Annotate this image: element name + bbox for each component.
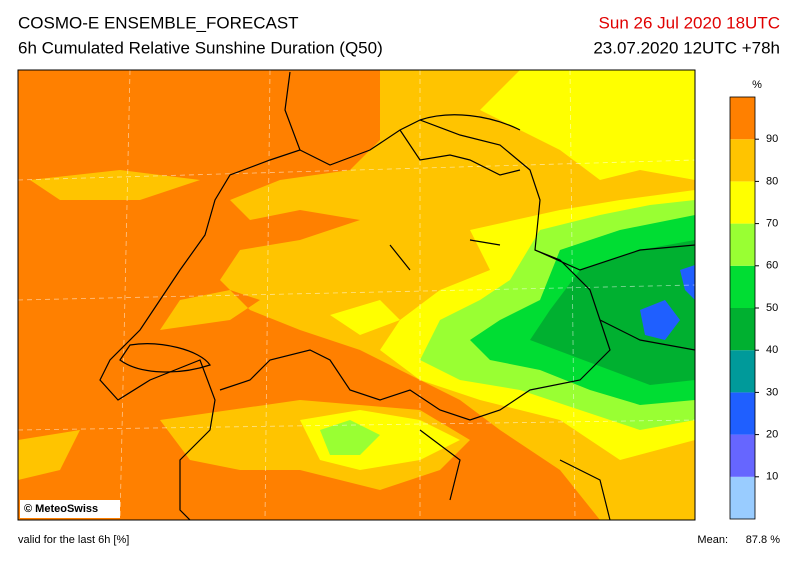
legend-swatch — [730, 476, 755, 519]
map-frame — [17, 69, 696, 521]
legend-swatch — [730, 139, 755, 182]
mean-value: 87.8 % — [746, 534, 780, 546]
borders — [99, 71, 695, 520]
title: COSMO-E ENSEMBLE_FORECAST — [18, 13, 299, 32]
legend-label: 30 — [766, 386, 778, 398]
legend-swatch — [730, 181, 755, 224]
legend-label: 90 — [766, 133, 778, 145]
legend-swatch — [730, 392, 755, 435]
map: © MeteoSwiss — [17, 69, 696, 521]
mean-label: Mean: — [697, 534, 728, 546]
legend-swatch — [730, 97, 755, 140]
run-time: 23.07.2020 12UTC +78h — [593, 38, 780, 57]
grid-lines — [18, 70, 695, 520]
legend-label: 60 — [766, 260, 778, 272]
legend: % 10 20 30 40 50 60 70 80 90 — [729, 79, 778, 520]
legend-swatch — [730, 308, 755, 351]
field-80b — [18, 430, 80, 480]
legend-unit: % — [752, 79, 762, 91]
subtitle: 6h Cumulated Relative Sunshine Duration … — [18, 38, 383, 57]
legend-swatch — [730, 350, 755, 393]
field-20 — [640, 265, 695, 340]
legend-label: 20 — [766, 429, 778, 441]
legend-label: 10 — [766, 471, 778, 483]
credit: © MeteoSwiss — [24, 503, 98, 515]
valid-time: Sun 26 Jul 2020 18UTC — [599, 13, 780, 32]
legend-label: 40 — [766, 344, 778, 356]
legend-label: 80 — [766, 175, 778, 187]
legend-label: 70 — [766, 218, 778, 230]
legend-swatch — [730, 434, 755, 477]
legend-label: 50 — [766, 302, 778, 314]
field-40 — [530, 240, 695, 385]
legend-swatch — [730, 265, 755, 308]
credit-box — [20, 500, 120, 518]
legend-swatch — [730, 223, 755, 266]
footer-note: valid for the last 6h [%] — [18, 534, 129, 546]
